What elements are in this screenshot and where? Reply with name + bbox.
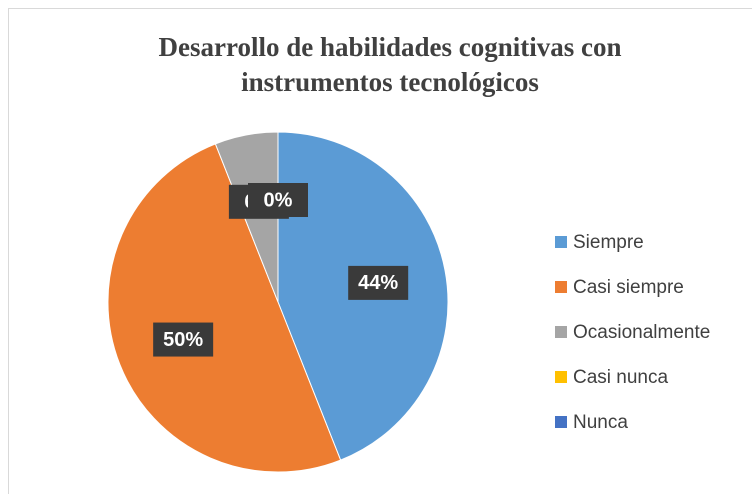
data-label-box <box>153 322 214 357</box>
pie-slice <box>107 143 342 473</box>
data-label-box <box>248 183 308 217</box>
data-label: 0% <box>264 189 293 211</box>
legend-label: Siempre <box>573 232 644 253</box>
legend-swatch <box>555 371 567 383</box>
legend-label: Nunca <box>573 412 628 433</box>
legend-swatch <box>555 326 567 338</box>
data-label: 50% <box>163 329 203 351</box>
legend-label: Ocasionalmente <box>573 322 710 343</box>
data-label: 44% <box>358 272 398 294</box>
legend-swatch <box>555 281 567 293</box>
legend-swatch <box>555 236 567 248</box>
legend-swatch <box>555 416 567 428</box>
legend-label: Casi nunca <box>573 367 668 388</box>
data-label-box <box>348 265 409 300</box>
chart-title: Desarrollo de habilidades cognitivas con… <box>158 32 621 97</box>
legend-label: Casi siempre <box>573 277 684 298</box>
